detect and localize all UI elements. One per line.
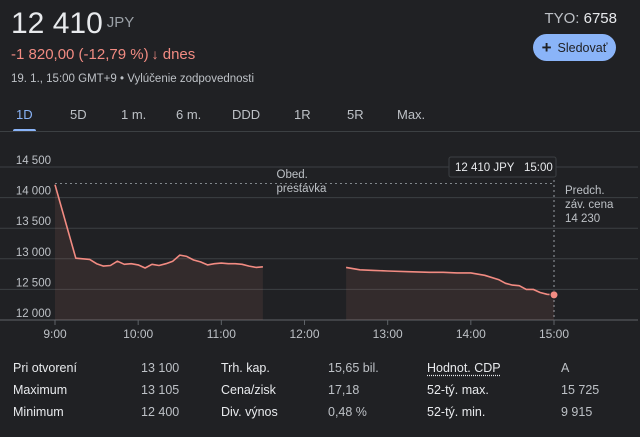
lunch-break-label-line1: Obed. bbox=[277, 169, 308, 181]
series-area-1 bbox=[55, 184, 263, 320]
symbol-code: 6758 bbox=[583, 10, 617, 27]
x-tick-label: 10:00 bbox=[123, 327, 153, 341]
stat-value-cdp-score: A bbox=[561, 361, 570, 375]
stat-value-high: 13 105 bbox=[141, 383, 180, 397]
tab-max[interactable]: Max. bbox=[397, 107, 426, 122]
quote-timestamp: 19. 1., 15:00 GMT+9 bbox=[11, 73, 117, 85]
tab-ytd[interactable]: DDD bbox=[232, 107, 261, 122]
tooltip-time: 15:00 bbox=[524, 162, 553, 174]
y-tick-label: 14 000 bbox=[16, 186, 51, 198]
series-line-2 bbox=[345, 266, 555, 296]
tab-1m[interactable]: 1 m. bbox=[121, 107, 147, 122]
tab-5r[interactable]: 5R bbox=[347, 107, 364, 122]
currency-code: JPY bbox=[106, 14, 135, 31]
stat-value-div-yield: 0,48 % bbox=[328, 405, 367, 419]
y-tick-label: 14 500 bbox=[16, 155, 51, 167]
arrow-down-icon: ↓ bbox=[151, 46, 159, 62]
stats-row: Minimum 12 400 Div. výnos 0,48 % 52-tý. … bbox=[0, 402, 640, 422]
tooltip-box bbox=[448, 156, 557, 178]
series-area-2 bbox=[346, 267, 554, 320]
y-tick-label: 13 000 bbox=[16, 247, 51, 259]
tab-5d[interactable]: 5D bbox=[70, 107, 87, 122]
x-tick-label: 11:00 bbox=[207, 327, 236, 341]
follow-label: Sledovať bbox=[557, 40, 608, 55]
change-value: -1 820,00 (-12,79 %) bbox=[11, 46, 149, 63]
prev-close-label-line1: Predch. bbox=[565, 185, 605, 197]
x-tick-label: 9:00 bbox=[43, 327, 67, 341]
prev-close-label-line2: záv. cena bbox=[565, 199, 614, 211]
series-line-1 bbox=[54, 184, 263, 269]
plus-icon: + bbox=[541, 38, 552, 57]
x-tick-label: 14:00 bbox=[456, 327, 486, 341]
stat-value-52w-low: 9 915 bbox=[561, 405, 593, 419]
follow-button[interactable]: + Sledovať bbox=[533, 34, 616, 61]
x-tick-label: 12:00 bbox=[289, 327, 319, 341]
stat-value-mkt-cap: 15,65 bil. bbox=[328, 361, 379, 375]
price-change: -1 820,00 (-12,79 %) ↓ dnes bbox=[11, 44, 195, 65]
stat-value-low: 12 400 bbox=[141, 405, 180, 419]
last-price-dot bbox=[549, 290, 559, 300]
range-tabs: 1D 5D 1 m. 6 m. DDD 1R 5R Max. bbox=[0, 104, 640, 134]
tabs-divider bbox=[0, 131, 640, 132]
price-chart[interactable]: 14 500 14 000 13 500 13 000 12 500 12 000 9:0… bbox=[0, 145, 640, 345]
x-tick-label: 15:00 bbox=[539, 327, 569, 341]
stat-label-high: Maximum bbox=[13, 383, 68, 397]
stat-label-cdp-score[interactable]: Hodnot. CDP bbox=[427, 361, 501, 375]
stat-label-pe-ratio: Cena/zisk bbox=[221, 383, 276, 397]
stat-label-open: Pri otvorení bbox=[13, 361, 77, 375]
stats-row: Maximum 13 105 Cena/zisk 17,18 52-tý. ma… bbox=[0, 380, 640, 400]
stats-row: Pri otvorení 13 100 Trh. kap. 15,65 bil.… bbox=[0, 358, 640, 378]
quote-meta: 19. 1., 15:00 GMT+9 • Vylúčenie zodpoved… bbox=[11, 71, 254, 87]
lunch-break-label-line2: prestávka bbox=[277, 183, 327, 195]
disclaimer-link[interactable]: Vylúčenie zodpovednosti bbox=[127, 73, 255, 85]
stat-label-52w-low: 52-tý. min. bbox=[427, 405, 486, 419]
exchange-code: TYO bbox=[544, 10, 576, 27]
chart-tooltip: 12 410 JPY 15:00 bbox=[448, 156, 557, 178]
stat-label-52w-high: 52-tý. max. bbox=[427, 383, 489, 397]
stat-value-open: 13 100 bbox=[141, 361, 180, 375]
meta-separator: • bbox=[120, 73, 125, 85]
tab-6m[interactable]: 6 m. bbox=[176, 107, 202, 122]
prev-close-label-line3: 14 230 bbox=[565, 213, 600, 225]
y-tick-label: 13 500 bbox=[16, 216, 51, 228]
ticker-symbol: TYO: 6758 bbox=[544, 10, 617, 27]
change-period: dnes bbox=[162, 46, 196, 63]
stat-label-mkt-cap: Trh. kap. bbox=[221, 361, 270, 375]
y-tick-label: 12 000 bbox=[16, 308, 51, 320]
stat-label-low: Minimum bbox=[13, 405, 64, 419]
stock-price: 12 410 JPY bbox=[11, 6, 134, 41]
tooltip-price: 12 410 JPY bbox=[455, 162, 515, 174]
tab-1d[interactable]: 1D bbox=[13, 104, 36, 132]
stat-label-div-yield: Div. výnos bbox=[221, 405, 278, 419]
tab-1r[interactable]: 1R bbox=[294, 107, 311, 122]
x-tick-label: 13:00 bbox=[373, 327, 403, 341]
stat-value-pe-ratio: 17,18 bbox=[328, 383, 360, 397]
y-tick-label: 12 500 bbox=[16, 277, 51, 289]
stat-value-52w-high: 15 725 bbox=[561, 383, 600, 397]
price-value: 12 410 bbox=[11, 7, 103, 40]
